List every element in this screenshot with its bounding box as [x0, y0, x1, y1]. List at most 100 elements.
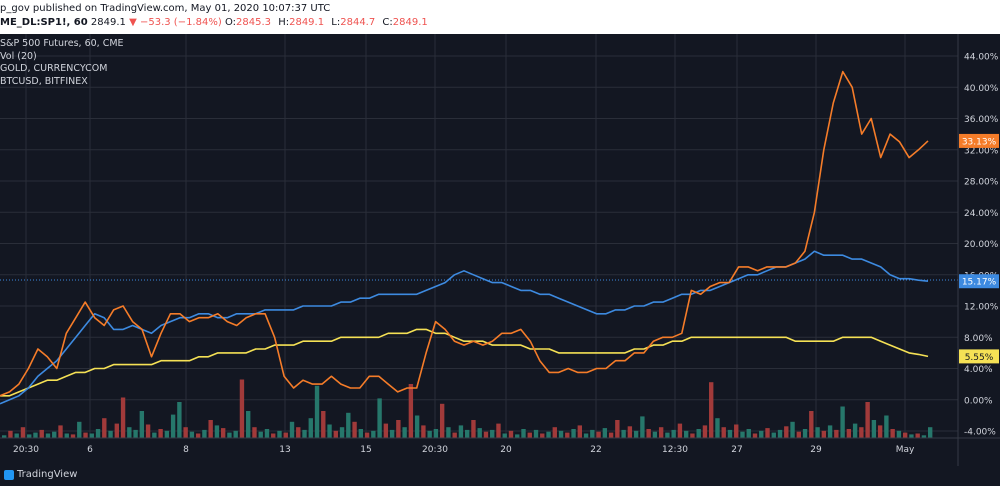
- volume-bar: [352, 421, 357, 438]
- series-line-sp500[interactable]: [0, 250, 929, 405]
- volume-bar: [621, 429, 626, 438]
- volume-bar: [339, 427, 345, 438]
- footer: TradingView: [0, 466, 1000, 486]
- volume-bar: [665, 432, 670, 438]
- y-tick-label: 44.00%: [964, 53, 999, 63]
- volume-bar: [296, 427, 301, 438]
- series-lines: [0, 70, 929, 405]
- volume-bar: [283, 432, 288, 438]
- volume-bar: [671, 429, 676, 438]
- volume-bar: [802, 429, 808, 438]
- symbol-line: ME_DL:SP1!, 60 2849.1 ▼ −53.3 (−1.84%) O…: [0, 17, 432, 28]
- x-tick-label: 22: [590, 445, 601, 455]
- volume-bar: [83, 432, 88, 438]
- volume-bar: [152, 432, 157, 438]
- volume-bar: [877, 425, 883, 438]
- volume-bar: [784, 426, 789, 438]
- volume-bar: [220, 428, 226, 438]
- volume-bar: [815, 427, 820, 438]
- legend-item-gold[interactable]: GOLD, CURRENCYCOM: [0, 63, 108, 74]
- x-axis[interactable]: 20:30 6 8 13 15 20:30 20 22 12:30 27 29 May: [0, 437, 1000, 455]
- legend: S&P 500 Futures, 60, CME Vol (20) GOLD, …: [0, 38, 124, 88]
- volume-bar: [552, 427, 557, 438]
- volume-bar: [20, 427, 26, 438]
- volume-bar: [746, 429, 751, 438]
- series-line-btc[interactable]: [0, 70, 929, 397]
- volume-bar: [264, 429, 270, 438]
- x-tick-label: 29: [810, 445, 822, 455]
- volume-bar: [258, 431, 263, 438]
- volume-bar: [602, 428, 608, 438]
- x-tick-label: 12:30: [662, 445, 688, 455]
- volume-bar: [64, 433, 69, 438]
- volume-bar: [246, 411, 251, 438]
- volume-bar: [515, 434, 520, 438]
- x-tick-label: 8: [183, 445, 189, 455]
- volume-bar: [452, 432, 457, 438]
- low-label: L:: [331, 17, 341, 28]
- volume-bar: [408, 384, 414, 438]
- y-tick-label: 28.00%: [964, 178, 999, 188]
- volume-bar: [583, 433, 589, 438]
- volume-bar: [208, 420, 213, 438]
- volume-bar: [490, 429, 495, 438]
- volume-bar: [214, 425, 220, 438]
- publisher-text: p_gov published on TradingView.com, May …: [0, 3, 331, 14]
- volume-bar: [690, 433, 695, 438]
- series-line-gold[interactable]: [0, 328, 929, 397]
- volume-bar: [902, 432, 908, 438]
- volume-bar: [471, 420, 476, 438]
- volume-bar: [177, 402, 182, 438]
- volume-bar: [790, 421, 795, 438]
- y-axis[interactable]: 44.00% 40.00% 36.00% 32.00% 28.00% 24.00% 20.0…: [957, 34, 999, 466]
- tradingview-brand[interactable]: TradingView: [4, 469, 77, 480]
- volume-bar: [108, 430, 113, 438]
- volume-bar: [702, 425, 708, 438]
- volume-bar: [195, 433, 201, 438]
- volume-bar: [439, 403, 445, 438]
- volume-bar: [540, 433, 545, 438]
- volume-bar: [909, 434, 914, 438]
- volume-bar: [627, 426, 633, 438]
- price-label-gold: 5.55%: [965, 353, 994, 363]
- volume-bar: [508, 430, 514, 438]
- volume-bar: [715, 418, 720, 438]
- high-value: 2849.1: [289, 17, 325, 28]
- volume-bar: [114, 423, 120, 438]
- legend-item-volume[interactable]: Vol (20): [0, 50, 37, 62]
- close-value: 2849.1: [392, 17, 428, 28]
- price-labels: 33.13% 15.17% 5.55%: [959, 133, 999, 364]
- volume-bar: [615, 420, 620, 438]
- y-tick-label: 0.00%: [964, 396, 993, 406]
- y-tick-label: 12.00%: [964, 303, 999, 313]
- volume-bar: [771, 432, 776, 438]
- volume-bar: [527, 432, 532, 438]
- volume-bar: [884, 415, 889, 438]
- volume-bar: [402, 427, 407, 438]
- volume-bar: [202, 429, 207, 438]
- volume-bar: [70, 434, 76, 438]
- chart-area[interactable]: 44.00% 40.00% 36.00% 32.00% 28.00% 24.00% 20.0…: [0, 34, 1000, 466]
- y-tick-label: 24.00%: [964, 209, 999, 219]
- volume-bar: [865, 402, 870, 438]
- volume-bar: [915, 433, 920, 438]
- volume-bar: [846, 429, 852, 438]
- low-value: 2844.7: [340, 17, 376, 28]
- volume-bar: [677, 423, 683, 438]
- volume-bar: [2, 435, 7, 438]
- volume-bar: [414, 415, 420, 438]
- price-label-bg-btc: [959, 133, 999, 148]
- price-label-sp500: 15.17%: [962, 278, 997, 288]
- volume-bar: [740, 431, 745, 438]
- volume-bar: [458, 425, 464, 438]
- volume-bar: [346, 412, 351, 438]
- volume-bar: [364, 432, 370, 438]
- price-label-bg-gold: [959, 349, 999, 364]
- volume-bar: [571, 429, 576, 438]
- volume-bar: [33, 432, 38, 438]
- volume-bar: [796, 431, 801, 438]
- volume-bar: [77, 421, 82, 438]
- legend-item-btc[interactable]: BTCUSD, BITFINEX: [0, 75, 88, 87]
- volume-bar: [483, 431, 489, 438]
- legend-item-sp500[interactable]: S&P 500 Futures, 60, CME: [0, 38, 124, 49]
